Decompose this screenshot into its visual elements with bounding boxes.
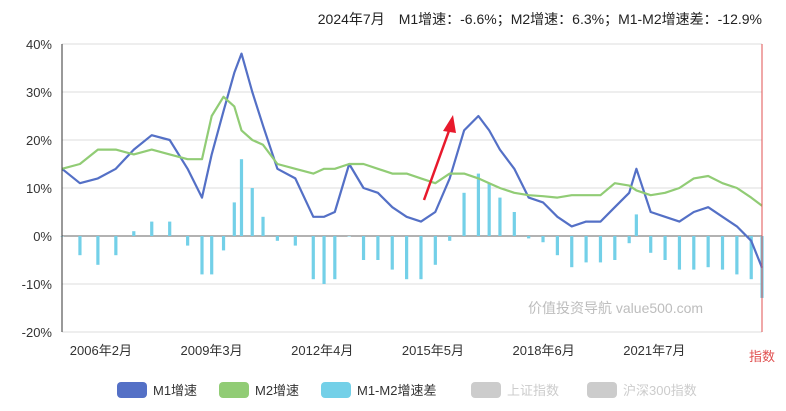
diff-bar bbox=[200, 236, 204, 275]
diff-bar bbox=[239, 159, 244, 236]
diff-bar bbox=[250, 188, 254, 236]
diff-bar bbox=[433, 236, 437, 265]
x-tick-label: 2009年3月 bbox=[181, 343, 243, 358]
annotation-arrow bbox=[422, 115, 456, 201]
legend: M1增速 M2增速 M1-M2增速差 上证指数 沪深300指数 bbox=[117, 382, 697, 398]
diff-bar bbox=[221, 236, 226, 251]
diff-bar bbox=[361, 236, 366, 260]
diff-bar bbox=[150, 221, 154, 236]
diff-bar bbox=[114, 236, 118, 256]
x-tick-label: 2018年6月 bbox=[513, 343, 575, 358]
arrow-head bbox=[443, 115, 456, 133]
legend-item[interactable]: 上证指数 bbox=[471, 382, 559, 398]
legend-label: M2增速 bbox=[255, 383, 299, 398]
x-tick-label: 2015年5月 bbox=[402, 343, 464, 358]
legend-swatch bbox=[219, 382, 249, 398]
m1-line bbox=[61, 52, 764, 269]
legend-swatch bbox=[471, 382, 501, 398]
diff-bar bbox=[132, 231, 136, 236]
series-lines bbox=[61, 52, 764, 269]
diff-bar bbox=[527, 236, 531, 239]
legend-item[interactable]: 沪深300指数 bbox=[587, 382, 697, 398]
diff-bar bbox=[512, 212, 516, 236]
diff-bar bbox=[232, 202, 236, 236]
m2-line bbox=[61, 95, 763, 207]
legend-swatch bbox=[587, 382, 617, 398]
diff-bar bbox=[498, 197, 502, 236]
diff-bar bbox=[749, 236, 753, 280]
diff-bar bbox=[584, 236, 588, 263]
diff-bar bbox=[210, 236, 214, 275]
diff-bar bbox=[555, 236, 559, 256]
diff-bar bbox=[462, 192, 466, 236]
x-tick-label: 2012年4月 bbox=[291, 343, 353, 358]
y-tick-label: -20% bbox=[22, 325, 53, 340]
diff-bar bbox=[78, 236, 82, 256]
legend-label: M1-M2增速差 bbox=[357, 383, 436, 398]
diff-bar bbox=[293, 236, 297, 246]
diff-bar bbox=[322, 236, 326, 284]
diff-bars bbox=[60, 159, 764, 298]
diff-bar bbox=[570, 236, 574, 268]
diff-bar bbox=[448, 236, 452, 241]
diff-bar bbox=[677, 236, 682, 270]
diff-bar bbox=[347, 236, 351, 237]
diff-bar bbox=[541, 236, 545, 243]
diff-bar bbox=[627, 236, 631, 244]
y-tick-label: 10% bbox=[26, 181, 52, 196]
legend-swatch bbox=[117, 382, 147, 398]
chart-header-summary: 2024年7月 M1增速：-6.6%；M2增速：6.3%；M1-M2增速差：-1… bbox=[318, 11, 762, 28]
diff-bar bbox=[649, 236, 653, 253]
diff-bar bbox=[487, 183, 491, 236]
x-tick-label: 2021年7月 bbox=[623, 343, 685, 358]
watermark-text: 价值投资导航 value500.com bbox=[528, 300, 703, 316]
diff-bar bbox=[476, 173, 481, 236]
diff-bar bbox=[405, 236, 409, 280]
legend-item[interactable]: M2增速 bbox=[219, 382, 299, 398]
legend-item[interactable]: M1-M2增速差 bbox=[321, 382, 436, 398]
diff-bar bbox=[598, 236, 603, 263]
diff-bar bbox=[663, 236, 667, 260]
diff-bar bbox=[333, 236, 337, 280]
diff-bar bbox=[706, 236, 710, 268]
diff-bar bbox=[311, 236, 315, 280]
legend-label: M1增速 bbox=[153, 383, 197, 398]
diff-bar bbox=[96, 236, 100, 265]
right-axis-label: 指数 bbox=[749, 349, 775, 364]
diff-bar bbox=[419, 236, 423, 280]
diff-bar bbox=[186, 236, 190, 246]
legend-swatch bbox=[321, 382, 351, 398]
y-tick-label: -10% bbox=[22, 277, 53, 292]
legend-label: 上证指数 bbox=[507, 383, 559, 398]
diff-bar bbox=[168, 221, 172, 236]
legend-label: 沪深300指数 bbox=[623, 383, 697, 398]
x-tick-label: 2006年2月 bbox=[70, 343, 132, 358]
grid-layer bbox=[62, 43, 762, 333]
diff-bar bbox=[735, 236, 739, 275]
y-tick-label: 40% bbox=[26, 37, 52, 52]
legend-item[interactable]: M1增速 bbox=[117, 382, 197, 398]
diff-bar bbox=[634, 214, 638, 236]
y-tick-label: 30% bbox=[26, 85, 52, 100]
diff-bar bbox=[275, 236, 279, 241]
axis-layer: -20% -10% 0% 10% 20% 30% 40% 2006年2月 2009年3月 2012… bbox=[22, 37, 686, 358]
y-tick-label: 0% bbox=[33, 229, 52, 244]
diff-bar bbox=[261, 216, 265, 236]
arrow-shaft bbox=[422, 127, 452, 201]
diff-bar bbox=[376, 236, 380, 260]
y-tick-label: 20% bbox=[26, 133, 52, 148]
diff-bar bbox=[692, 236, 696, 270]
diff-bar bbox=[720, 236, 725, 270]
diff-bar bbox=[613, 236, 617, 260]
diff-bar bbox=[390, 236, 394, 270]
